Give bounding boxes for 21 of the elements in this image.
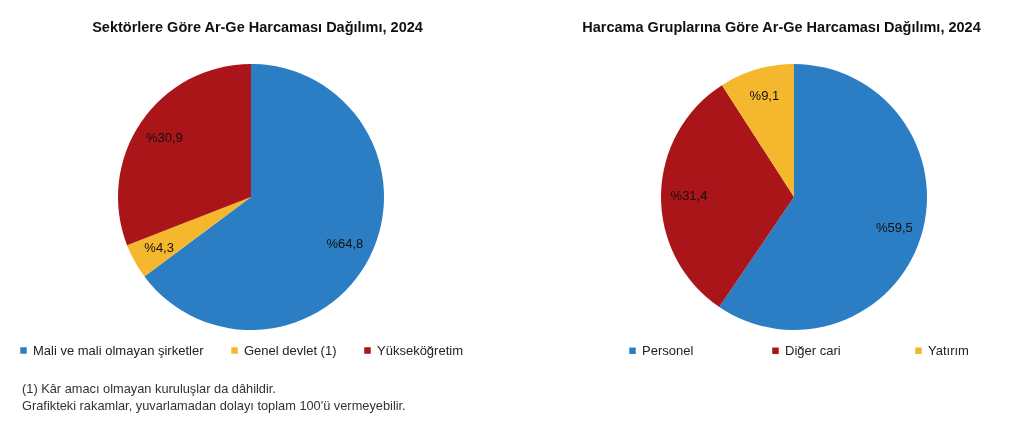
text: (1) Kâr amacı olmayan kuruluşlar da dâhildir. — [22, 381, 276, 396]
pie-slice — [719, 64, 927, 330]
legend-label: Diğer cari — [785, 342, 841, 358]
data-label: %9,1 — [749, 88, 780, 104]
data-label: %59,5 — [875, 219, 913, 235]
data-label: %64,8 — [326, 236, 364, 252]
legend-label: Genel devlet (1) — [244, 342, 337, 358]
legend-label: Mali ve mali olmayan şirketler — [33, 342, 205, 358]
chart-title: Sektörlere Göre Ar-Ge Harcaması Dağılımı, 2024 — [92, 18, 423, 35]
pie-slice — [722, 64, 794, 197]
legend-label: Yatırım — [928, 342, 969, 358]
pie-slice — [127, 197, 251, 277]
chart-title: Harcama Gruplarına Göre Ar-Ge Harcaması Dağılımı, 2024 — [582, 18, 981, 35]
pie-slice — [144, 64, 384, 330]
legend-label: Personel — [642, 342, 694, 358]
pie-slice — [661, 85, 794, 307]
data-label: %30,9 — [145, 129, 183, 145]
legend-label: Yükseköğretim — [377, 342, 463, 358]
data-label: %4,3 — [144, 239, 174, 255]
data-label: %31,4 — [670, 187, 708, 203]
text: Grafikteki rakamlar, yuvarlamadan dolayı toplam 100'ü vermeyebilir. — [22, 398, 406, 413]
